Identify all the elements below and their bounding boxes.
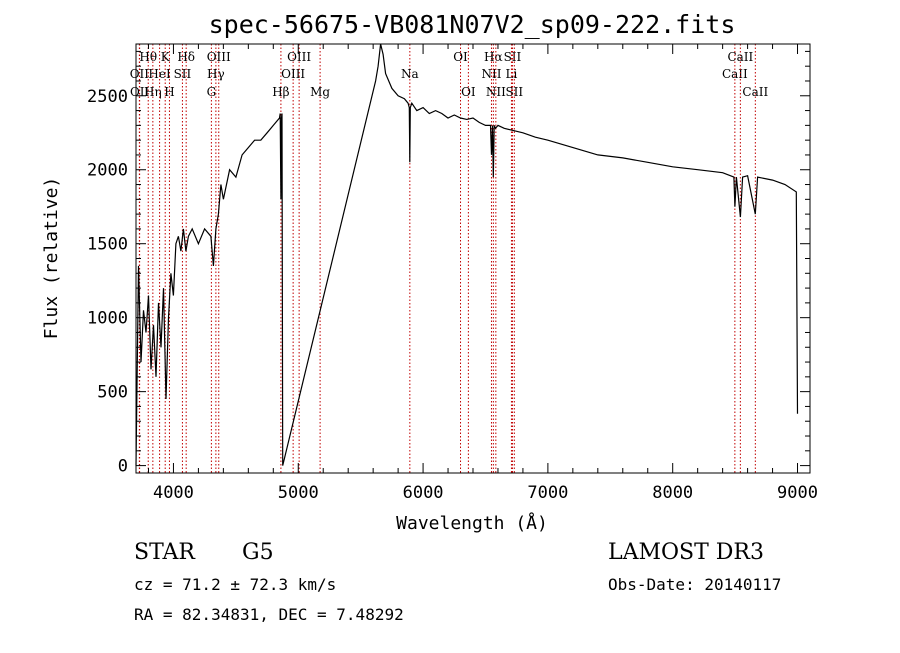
x-tick-label: 6000 <box>403 483 444 503</box>
x-tick-label: 8000 <box>652 483 693 503</box>
coordinates: RA = 82.34831, DEC = 7.48292 <box>134 605 404 624</box>
y-tick-label: 2000 <box>87 161 128 181</box>
spectral-line-label: SII <box>505 85 523 99</box>
plot-frame <box>135 43 811 474</box>
y-tick-label: 1500 <box>87 235 128 255</box>
spectral-line-label: CaII <box>727 50 753 64</box>
spectral-line-label: Na <box>401 67 419 81</box>
y-tick-label: 1000 <box>87 309 128 329</box>
y-tick-label: 500 <box>97 383 128 403</box>
object-type: STAR <box>134 540 195 565</box>
x-tick-label: 9000 <box>777 483 818 503</box>
spectral-line-label: Hη <box>144 85 162 99</box>
spectral-line-label: Hθ <box>139 50 157 64</box>
spectral-line-label: Hβ <box>272 85 289 99</box>
flux-series <box>135 43 799 466</box>
spectral-line-label: Hγ <box>207 67 225 81</box>
y-tick-label: 0 <box>118 457 128 477</box>
spectral-line-label: OIII <box>281 67 305 81</box>
y-axis-label: Flux (relative) <box>41 177 62 340</box>
chart-title: spec-56675-VB081N07V2_sp09-222.fits <box>209 10 736 39</box>
spectral-line-label: Hα <box>484 50 503 64</box>
spectral-line-label: H <box>164 85 174 99</box>
spectral-line-label: OI <box>461 85 476 99</box>
x-tick-label: 4000 <box>153 483 194 503</box>
spectral-line-label: NII <box>481 67 501 81</box>
spectral-lines: HθOIIOIIHηHeIKHSIIHδGHγOIIIHβOIIIOIIIMgN… <box>130 44 768 473</box>
survey-label: LAMOST DR3 <box>608 540 764 565</box>
spectral-line-label: OI <box>453 50 468 64</box>
redshift-cz: cz = 71.2 ± 72.3 km/s <box>134 575 337 594</box>
spectral-line-label: OIII <box>207 50 231 64</box>
spectral-line-label: CaII <box>742 85 768 99</box>
observation-date: Obs-Date: 20140117 <box>608 575 782 594</box>
spectral-line-label: G <box>207 85 217 99</box>
x-tick-label: 7000 <box>527 483 568 503</box>
x-tick-label: 5000 <box>278 483 319 503</box>
spectral-line-label: NII <box>486 85 506 99</box>
y-tick-label: 2500 <box>87 87 128 107</box>
spectral-line-label: CaII <box>722 67 748 81</box>
spectral-line-label: K <box>161 50 171 64</box>
spectral-line-label: OIII <box>287 50 311 64</box>
spectral-line-label: OII <box>130 67 150 81</box>
spectral-line-label: Mg <box>310 85 330 99</box>
subclass: G5 <box>242 540 274 565</box>
spectral-line-label: SII <box>504 50 522 64</box>
spectral-line-label: Hδ <box>177 50 195 64</box>
spectral-line-label: HeI <box>148 67 171 81</box>
spectral-line-label: SII <box>174 67 192 81</box>
flux-line <box>135 43 799 466</box>
spectral-line-label: Li <box>506 67 518 81</box>
axes: 4000 5000 6000 7000 8000 9000 0 500 1000 1500 2000… <box>87 43 818 503</box>
x-axis-label: Wavelength (Å) <box>396 512 548 534</box>
